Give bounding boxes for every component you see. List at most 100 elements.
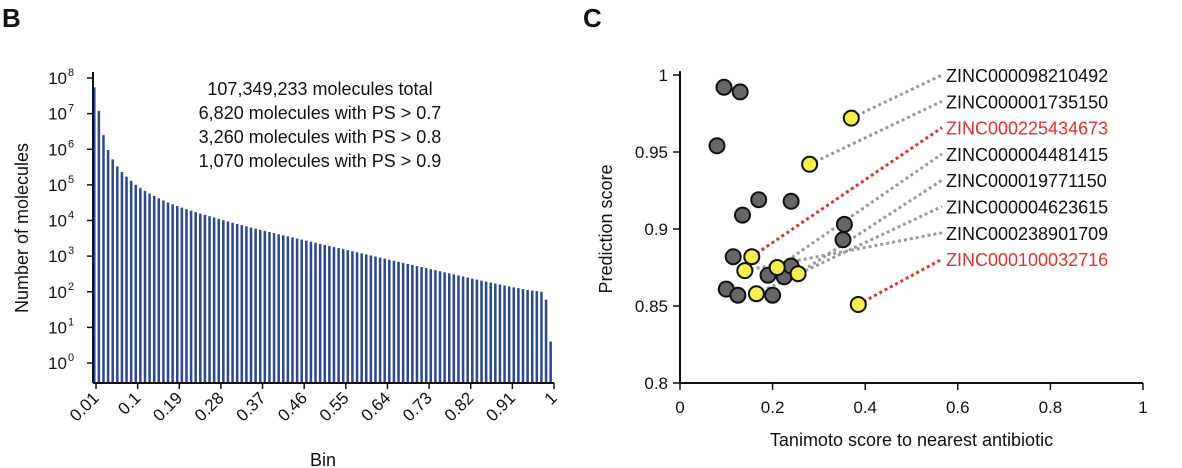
- histogram-bar: [235, 223, 239, 383]
- scatter-ticks: 0 0.2 0.4 0.6 0.8 1 0.8 0.85 0.9 0.95 1: [635, 66, 1148, 417]
- scatter-compound-label: ZINC000001735150: [946, 92, 1108, 112]
- scatter-point-grey: [708, 137, 726, 155]
- scatter-panel: 0 0.2 0.4 0.6 0.8 1 0.8 0.85 0.9 0.95 1 ZINC000098…: [596, 66, 1148, 450]
- scatter-x-tick-label: 1: [1138, 398, 1147, 417]
- histogram-bar: [475, 279, 479, 383]
- histogram-x-tick-label: 0.64: [357, 388, 394, 425]
- histogram-bar: [249, 227, 253, 383]
- histogram-y-tick-exponent: 7: [68, 103, 74, 115]
- histogram-bar: [429, 269, 433, 383]
- histogram-bar: [148, 193, 151, 383]
- scatter-point-yellow: [849, 296, 867, 313]
- scatter-point-yellow: [747, 285, 765, 303]
- histogram-bar: [411, 264, 414, 383]
- scatter-leader-line: [808, 99, 943, 166]
- histogram-bar: [116, 166, 119, 383]
- histogram-annotations: 107,349,233 molecules total 6,820 molecul…: [199, 79, 442, 171]
- histogram-bar: [484, 281, 488, 383]
- histogram-y-tick-exponent: 6: [68, 138, 74, 150]
- histogram-y-tick-label: 10: [48, 318, 67, 337]
- histogram-bar: [106, 150, 110, 383]
- histogram-bar: [549, 341, 552, 383]
- scatter-compound-labels: ZINC000098210492 ZINC000001735150 ZINC0002…: [946, 66, 1108, 270]
- scatter-point-grey: [731, 83, 749, 101]
- scatter-point-grey: [729, 286, 747, 304]
- histogram-bar: [162, 200, 165, 383]
- histogram-bar: [194, 212, 197, 383]
- histogram-bar: [544, 299, 548, 383]
- histogram-bar: [305, 240, 308, 383]
- histogram-y-tick-exponent: 8: [68, 67, 74, 79]
- histogram-bar: [337, 248, 340, 383]
- scatter-compound-label: ZINC000100032716: [946, 250, 1108, 270]
- histogram-bar: [231, 222, 234, 383]
- histogram-x-tick-label: 1: [541, 388, 561, 408]
- histogram-y-tick-exponent: 2: [68, 281, 74, 293]
- scatter-y-tick-label: 0.8: [644, 374, 668, 393]
- histogram-bar: [102, 135, 105, 383]
- histogram-bar: [300, 239, 303, 383]
- scatter-x-axis-title: Tanimoto score to nearest antibiotic: [770, 430, 1053, 450]
- histogram-x-tick-label: 0.37: [233, 388, 270, 425]
- histogram-bar: [291, 237, 294, 383]
- histogram-bar: [295, 238, 299, 383]
- histogram-bar: [457, 275, 460, 383]
- histogram-bar: [97, 110, 101, 384]
- histogram-bar: [222, 220, 225, 383]
- histogram-x-tick-label: 0.91: [482, 388, 519, 425]
- scatter-point-yellow: [842, 109, 860, 127]
- histogram-bar: [526, 289, 529, 383]
- histogram-bar: [535, 291, 539, 383]
- scatter-points: [708, 78, 867, 313]
- histogram-bar: [420, 267, 423, 383]
- histogram-bar: [498, 284, 502, 383]
- histogram-bar: [530, 290, 534, 383]
- scatter-x-tick-label: 0.4: [853, 398, 877, 417]
- histogram-bar: [189, 210, 193, 383]
- histogram-annotation-line: 1,070 molecules with PS > 0.9: [199, 151, 442, 171]
- scatter-point-yellow: [768, 259, 786, 276]
- histogram-bar: [203, 214, 207, 383]
- histogram-bar: [157, 198, 161, 383]
- histogram-bar: [217, 218, 221, 383]
- histogram-bar: [277, 234, 280, 383]
- histogram-bar: [134, 184, 138, 384]
- histogram-bar: [254, 228, 257, 383]
- histogram-bar: [240, 225, 244, 383]
- histogram-bar: [226, 221, 230, 383]
- histogram-y-tick-exponent: 5: [68, 174, 74, 186]
- scatter-leader-line: [797, 178, 943, 275]
- histogram-y-tick-label: 10: [48, 176, 67, 195]
- scatter-compound-label: ZINC000098210492: [946, 66, 1108, 86]
- histogram-bar: [143, 190, 147, 383]
- histogram-bar: [111, 159, 114, 383]
- histogram-bar: [489, 282, 492, 383]
- histogram-bar: [282, 235, 285, 383]
- histogram-bar: [139, 187, 142, 383]
- scatter-point-grey: [734, 206, 751, 224]
- scatter-y-tick-label: 0.85: [635, 297, 668, 316]
- histogram-y-tick-label: 10: [48, 105, 67, 124]
- scatter-compound-label: ZINC000004481415: [946, 145, 1108, 165]
- histogram-bar: [517, 288, 520, 383]
- histogram-bar: [406, 263, 410, 383]
- histogram-bar: [507, 286, 511, 383]
- scatter-point-grey: [715, 78, 733, 96]
- histogram-bar: [346, 250, 350, 383]
- scatter-leader-line: [776, 152, 943, 269]
- scatter-point-yellow: [789, 265, 807, 283]
- histogram-bars: [93, 87, 552, 384]
- histogram-bar: [245, 226, 248, 383]
- histogram-bar: [309, 241, 313, 383]
- scatter-leader-lines: [744, 73, 943, 306]
- histogram-bar: [466, 277, 469, 383]
- scatter-x-tick-label: 0.2: [761, 398, 785, 417]
- histogram-bar: [461, 276, 465, 383]
- histogram-annotation-line: 107,349,233 molecules total: [207, 79, 432, 99]
- histogram-bar: [480, 280, 483, 383]
- histogram-x-tick-label: 0.1: [114, 388, 144, 418]
- histogram-bar: [397, 261, 400, 383]
- histogram-bar: [434, 270, 437, 383]
- histogram-y-tick-label: 10: [48, 283, 67, 302]
